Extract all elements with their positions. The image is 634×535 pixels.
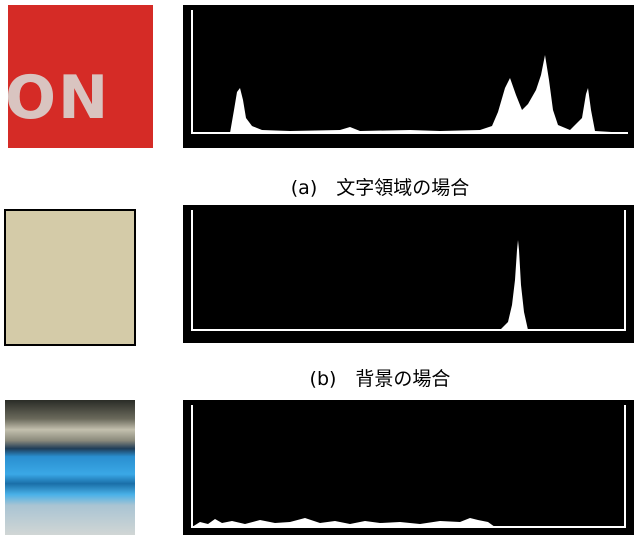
caption: (b) 背景の場合 (310, 368, 451, 390)
caption: (a) 文字領域の場合 (291, 177, 469, 199)
patch-text: ON (5, 63, 110, 133)
histogram-box (183, 400, 634, 535)
image-patch (5, 210, 135, 345)
histogram-box (183, 205, 634, 343)
page: ON (a) 文字領域の場合 (b) 背景の場合 (() => { const … (0, 0, 634, 535)
figure: ON (a) 文字領域の場合 (b) 背景の場合 (0, 0, 634, 535)
image-patch (5, 400, 135, 535)
